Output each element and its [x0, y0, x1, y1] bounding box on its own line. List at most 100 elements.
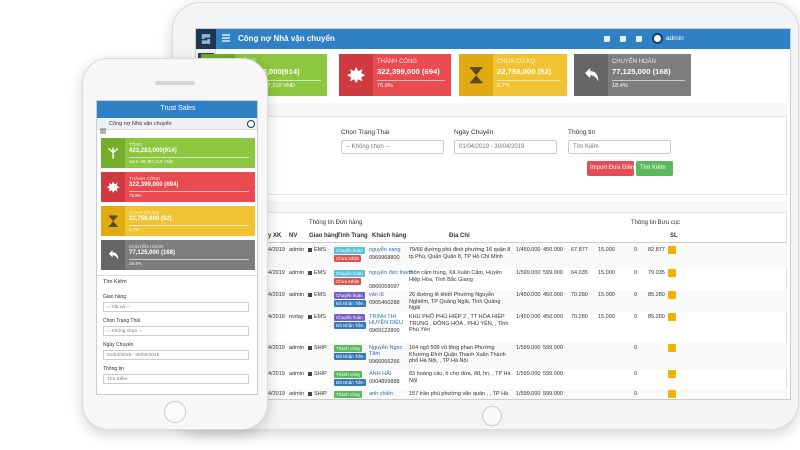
- row-action[interactable]: [668, 269, 676, 277]
- import-button[interactable]: Import Đưa Điền: [587, 161, 634, 176]
- card-progress-bar: [129, 224, 249, 226]
- card-icon: [466, 65, 486, 85]
- cell-ship: SHIP: [314, 345, 327, 351]
- filter-input[interactable]: -- Không chọn --: [341, 140, 444, 154]
- card-note: Sum: 68,487,210 VNĐ: [129, 159, 173, 164]
- cell-cod: 0: [634, 292, 638, 298]
- card-progress-bar: [129, 258, 249, 260]
- card-icon-area: [574, 54, 608, 96]
- cell-date: 4/2019: [268, 314, 285, 320]
- card-value: 77,125,000 (168): [612, 67, 671, 77]
- cell-cod: 0: [634, 391, 638, 397]
- cell-customer wrap: nguyễn đức thành: [369, 270, 414, 276]
- card-label: CHUYỂN HOÀN: [129, 243, 164, 249]
- cell-customer wrap: Nguyễn Ngọc Tâm: [369, 345, 403, 358]
- card-icon: [346, 65, 366, 85]
- cell-nv: admin: [289, 391, 304, 397]
- card-label: TỔNG: [129, 141, 143, 147]
- cell-customer wrap: TRỊNH THỊ HUYỀN DIỆU: [369, 314, 403, 327]
- cell-phone: 0965460288: [369, 300, 400, 306]
- card-value: 77,125,000 (168): [129, 249, 176, 256]
- row-action[interactable]: [668, 390, 676, 398]
- summary-card: THÀNH CÔNG 322,399,000 (694) 75.9%: [101, 172, 255, 202]
- status-badge: Đã Nhận Tiền: [334, 379, 366, 386]
- card-icon: [106, 146, 120, 160]
- cell-fee: 64.035: [571, 270, 588, 276]
- cell-price: 450.000: [543, 314, 563, 320]
- column-header: Khách hàng: [372, 233, 407, 239]
- ship-icon: [308, 271, 312, 275]
- menu-icon: [222, 34, 230, 42]
- card-value: 423,283,000(914): [129, 147, 177, 154]
- phone-menu[interactable]: [100, 121, 106, 139]
- status-badge: Chưa Nhận: [334, 278, 362, 285]
- cell-date: 4/2019: [268, 270, 285, 276]
- icon-graphic: [584, 67, 599, 82]
- cell-address: 26 đường lê khiết Phường Nguyễn Nghiêm, …: [409, 292, 501, 312]
- cell-price: 599.000: [543, 371, 563, 377]
- cell-ship-fee: 15.000: [598, 314, 615, 320]
- cell-qty: 1/599.000: [516, 345, 541, 351]
- field-input[interactable]: Tìm Kiếm: [103, 374, 249, 384]
- column-group: Thông tin Đơn hàng: [309, 220, 363, 226]
- cell-fee: 67.877: [571, 247, 588, 253]
- cell-price: 599.000: [543, 270, 563, 276]
- field-input[interactable]: -- Không chọn --: [103, 326, 249, 336]
- icon-graphic: [201, 34, 211, 44]
- card-label: CHƯA CÓ KQ: [497, 59, 536, 66]
- card-value: 22,758,000 (52): [497, 67, 552, 77]
- summary-card: CHƯA CÓ KQ 22,758,000 (52) 5.7%: [101, 206, 255, 236]
- cell-phone: 0866059097: [369, 284, 400, 290]
- cell-customer wrap: anh chiến: [369, 391, 393, 397]
- cell-qty: 1/599.000: [516, 391, 541, 397]
- header-icon[interactable]: [636, 36, 642, 42]
- card-icon-area: [459, 54, 493, 96]
- card-icon-area: [101, 172, 125, 202]
- filter-input[interactable]: Tìm Kiếm: [568, 140, 671, 154]
- phone-screen: Trust Sales Công nợ Nhà vận chuyển TỔNG 423…: [96, 100, 258, 395]
- menu-toggle[interactable]: [222, 33, 230, 45]
- row-action[interactable]: [668, 344, 676, 352]
- cell-date: 4/2019: [268, 371, 285, 377]
- icon-graphic: [108, 215, 118, 227]
- cell-address: KHU PHỐ PHÚ HIỆP 2 , TT HÒA HIỆP TRUNG ,…: [409, 314, 509, 334]
- filter-label: Chọn Trạng Thái: [341, 129, 390, 136]
- column-header: y XK: [268, 233, 282, 239]
- filter-label: Thông tin: [568, 129, 596, 136]
- cell-price: 599.000: [543, 345, 563, 351]
- field-input[interactable]: 01/04/2019 - 30/04/2019: [103, 350, 249, 360]
- status-badge: Chuyển hoàn: [334, 247, 365, 254]
- card-icon-area: [101, 206, 125, 236]
- cell-ship-fee: 15.000: [598, 292, 615, 298]
- search-button[interactable]: Tìm Kiếm: [636, 161, 673, 176]
- cell-nv: admin: [289, 292, 304, 298]
- tablet-home-button: [482, 406, 502, 426]
- summary-card: THÀNH CÔNG 322,399,000 (694) 75.9%: [339, 54, 451, 96]
- avatar[interactable]: [652, 33, 663, 44]
- field-input[interactable]: -- Tất cả --: [103, 302, 249, 312]
- row-action[interactable]: [668, 246, 676, 254]
- cell-ship-fee: 15.000: [598, 270, 615, 276]
- card-value: 322,399,000 (694): [377, 67, 440, 77]
- ship-icon: [308, 248, 312, 252]
- cell-phone: 0969968800: [369, 255, 400, 261]
- header-icon[interactable]: [620, 36, 626, 42]
- status-badge: Thành công: [334, 391, 362, 398]
- card-progress-bar: [497, 80, 561, 82]
- phone-app-title: Trust Sales: [160, 105, 196, 112]
- card-note: 75.9%: [377, 83, 393, 90]
- row-action[interactable]: [668, 313, 676, 321]
- row-action[interactable]: [668, 370, 676, 378]
- user-name[interactable]: admin: [666, 35, 684, 42]
- filter-input[interactable]: 01/04/2019 - 30/04/2019: [454, 140, 557, 154]
- cell-ship: EMS: [314, 270, 326, 276]
- phone-subheader: [97, 118, 257, 130]
- cell-qty: 1/450.000: [516, 292, 541, 298]
- phone-avatar[interactable]: [247, 120, 255, 128]
- header-icon[interactable]: [604, 36, 610, 42]
- cell-nv: admin: [289, 345, 304, 351]
- search-panel-rule: [97, 275, 257, 276]
- cell-address: thôn cẩm trung, Xã Xuân Cẩm, Huyện Hiệp …: [409, 270, 502, 283]
- row-action[interactable]: [668, 291, 676, 299]
- column-header: Địa Chỉ: [449, 233, 470, 239]
